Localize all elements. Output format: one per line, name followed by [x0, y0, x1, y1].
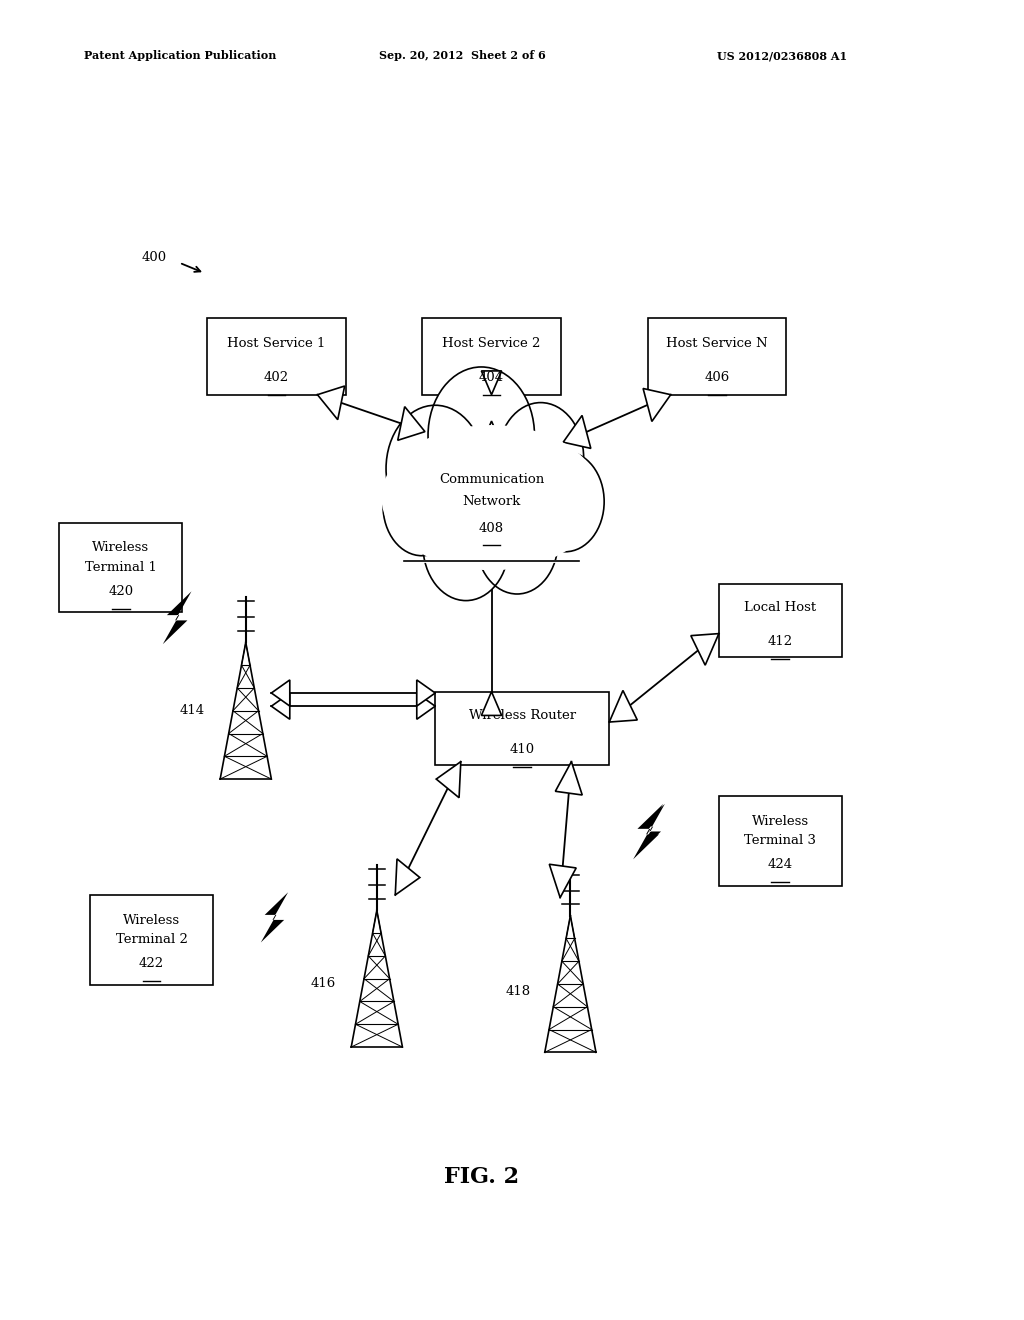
Polygon shape — [481, 544, 502, 568]
Text: Wireless: Wireless — [92, 541, 150, 554]
Polygon shape — [481, 421, 502, 445]
Text: Host Service 1: Host Service 1 — [227, 337, 326, 350]
Circle shape — [498, 403, 584, 513]
Text: 420: 420 — [109, 585, 133, 598]
Polygon shape — [317, 385, 345, 420]
Text: Wireless Router: Wireless Router — [469, 709, 575, 722]
Text: Terminal 1: Terminal 1 — [85, 561, 157, 574]
Polygon shape — [633, 804, 664, 859]
Text: 404: 404 — [479, 371, 504, 384]
Text: 418: 418 — [505, 985, 530, 998]
Polygon shape — [691, 634, 719, 665]
Polygon shape — [481, 371, 502, 395]
Text: US 2012/0236808 A1: US 2012/0236808 A1 — [717, 50, 847, 61]
Ellipse shape — [369, 409, 614, 594]
Text: Network: Network — [462, 495, 521, 508]
Circle shape — [476, 488, 558, 594]
Polygon shape — [271, 693, 290, 719]
Polygon shape — [643, 388, 671, 421]
Polygon shape — [395, 859, 420, 895]
Text: Patent Application Publication: Patent Application Publication — [84, 50, 276, 61]
Bar — [647, 318, 786, 395]
Text: Wireless: Wireless — [752, 814, 809, 828]
Bar — [90, 895, 213, 985]
Bar — [207, 318, 346, 395]
Polygon shape — [417, 693, 435, 719]
Text: Host Service N: Host Service N — [666, 337, 768, 350]
Text: 400: 400 — [141, 251, 167, 264]
Polygon shape — [549, 865, 577, 898]
Circle shape — [423, 490, 509, 601]
Polygon shape — [555, 762, 583, 795]
Text: Terminal 3: Terminal 3 — [744, 834, 816, 847]
Ellipse shape — [381, 425, 602, 570]
Polygon shape — [417, 680, 435, 706]
Text: 416: 416 — [310, 977, 336, 990]
Text: Wireless: Wireless — [123, 913, 180, 927]
Text: 414: 414 — [179, 704, 205, 717]
Bar — [422, 318, 561, 395]
Text: 410: 410 — [510, 743, 535, 756]
Polygon shape — [163, 591, 191, 644]
Bar — [59, 523, 182, 612]
Text: 424: 424 — [768, 858, 793, 871]
Polygon shape — [609, 690, 637, 722]
Polygon shape — [563, 416, 591, 449]
Polygon shape — [436, 762, 461, 797]
Text: 406: 406 — [705, 371, 729, 384]
Polygon shape — [271, 680, 290, 706]
Circle shape — [386, 405, 484, 532]
Circle shape — [428, 367, 535, 504]
Circle shape — [526, 451, 604, 552]
Polygon shape — [397, 407, 425, 441]
Text: FIG. 2: FIG. 2 — [443, 1167, 519, 1188]
Text: Terminal 2: Terminal 2 — [116, 933, 187, 946]
Text: 402: 402 — [264, 371, 289, 384]
Circle shape — [383, 455, 461, 556]
Bar — [435, 692, 609, 766]
Bar — [719, 583, 842, 656]
Polygon shape — [481, 692, 502, 715]
Polygon shape — [638, 804, 665, 854]
Text: Local Host: Local Host — [744, 601, 816, 614]
Text: Communication: Communication — [439, 473, 544, 486]
Text: Host Service 2: Host Service 2 — [442, 337, 541, 350]
Text: 422: 422 — [139, 957, 164, 970]
Text: 408: 408 — [479, 521, 504, 535]
Bar — [719, 796, 842, 886]
Text: 412: 412 — [768, 635, 793, 648]
Text: Sep. 20, 2012  Sheet 2 of 6: Sep. 20, 2012 Sheet 2 of 6 — [379, 50, 546, 61]
Polygon shape — [261, 892, 288, 942]
